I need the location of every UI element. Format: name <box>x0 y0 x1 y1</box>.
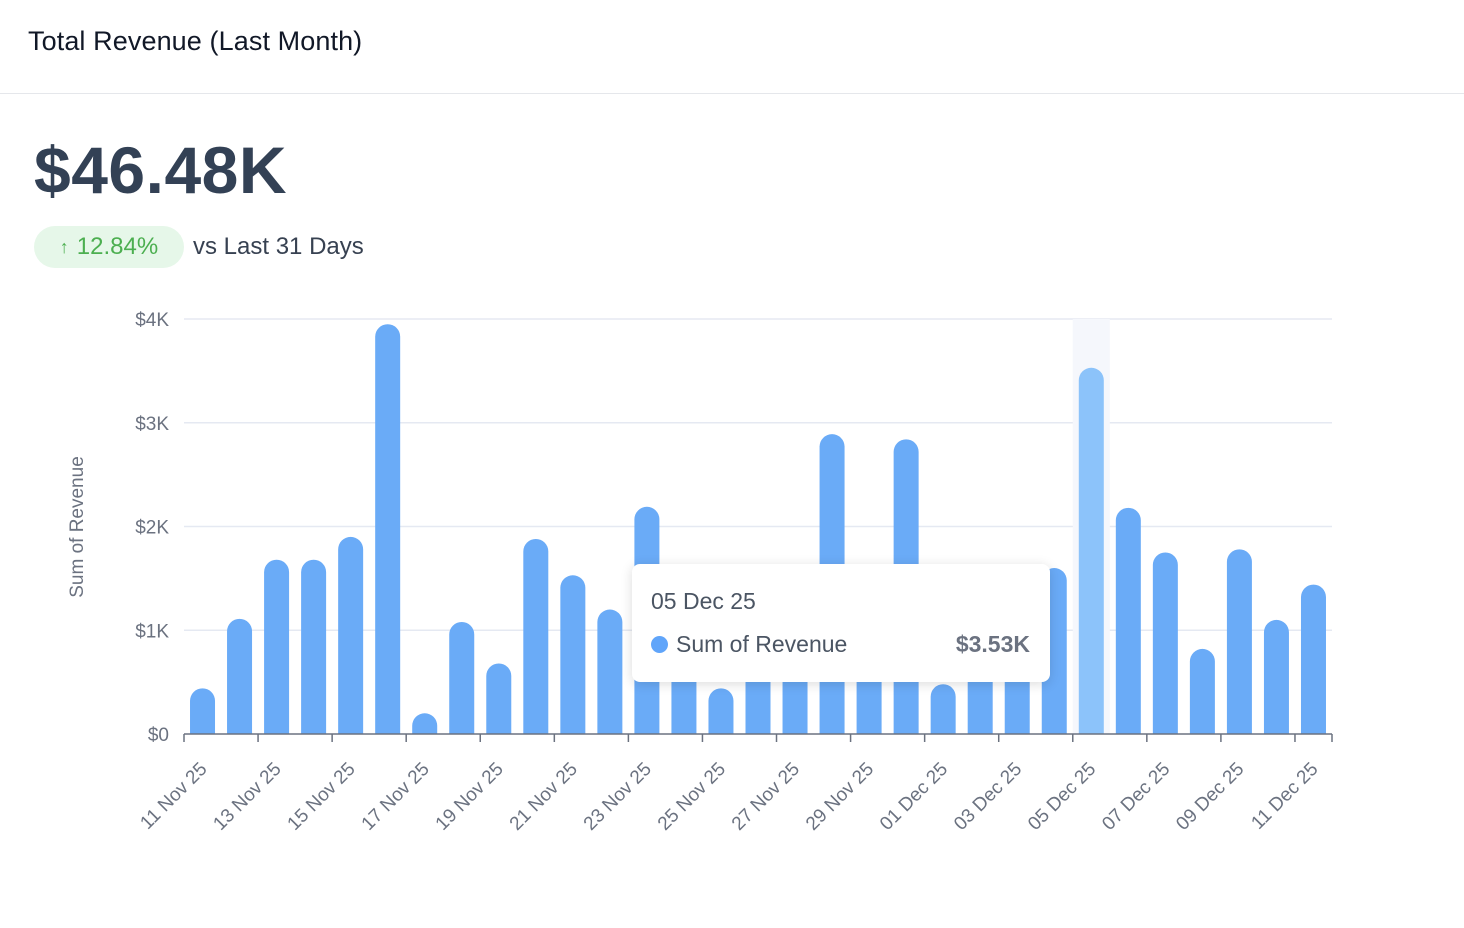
x-tick-label: 13 Nov 25 <box>209 759 285 835</box>
x-tick-label: 03 Dec 25 <box>950 759 1026 835</box>
bar-08-dec-25 <box>1189 648 1215 734</box>
y-tick-label: $1K <box>135 621 169 642</box>
x-tick-label: 11 Nov 25 <box>136 759 211 834</box>
tooltip-series-label: Sum of Revenue <box>676 631 848 657</box>
card-title: Total Revenue (Last Month) <box>28 26 363 56</box>
x-tick-label: 09 Dec 25 <box>1172 759 1248 835</box>
trend-percent: 12.84% <box>76 233 159 260</box>
chart-tooltip: 05 Dec 25 Sum of Revenue $3.53K <box>632 564 1050 682</box>
bar-14-nov-25 <box>301 559 327 734</box>
bar-17-nov-25 <box>412 713 438 734</box>
y-tick-label: $4K <box>135 310 169 331</box>
y-tick-label: $2K <box>135 518 169 539</box>
trend-badge: ↑ 12.84% <box>34 226 184 268</box>
series-dot-icon <box>651 636 668 653</box>
bar-09-dec-25 <box>1226 549 1252 734</box>
y-axis-title: Sum of Revenue <box>67 456 88 598</box>
x-tick-label: 15 Nov 25 <box>284 759 360 835</box>
x-axis <box>183 733 1333 742</box>
bar-12-nov-25 <box>227 618 253 734</box>
x-tick-label: 25 Nov 25 <box>654 759 730 835</box>
bar-20-nov-25 <box>523 538 549 734</box>
trend-caption: vs Last 31 Days <box>193 233 364 260</box>
bar-16-nov-25 <box>375 324 401 734</box>
tooltip-date: 05 Dec 25 <box>651 588 756 614</box>
x-tick-label: 21 Nov 25 <box>506 759 582 835</box>
arrow-up-icon: ↑ <box>59 236 69 257</box>
bar-21-nov-25 <box>560 575 586 734</box>
x-tick-label: 27 Nov 25 <box>728 759 804 835</box>
y-tick-label: $0 <box>148 725 169 746</box>
bar-06-dec-25 <box>1115 507 1141 734</box>
bar-07-dec-25 <box>1152 552 1178 734</box>
x-tick-label: 23 Nov 25 <box>580 759 656 835</box>
y-tick-label: $3K <box>135 414 169 435</box>
x-tick-label: 01 Dec 25 <box>876 759 952 835</box>
bar-19-nov-25 <box>486 663 512 734</box>
card-header: Total Revenue (Last Month) <box>0 0 1464 94</box>
x-tick-label: 05 Dec 25 <box>1024 759 1100 835</box>
x-tick-label: 29 Nov 25 <box>802 759 878 835</box>
bar-11-nov-25 <box>190 688 216 734</box>
tooltip-value: $3.53K <box>955 631 1030 657</box>
x-tick-label: 19 Nov 25 <box>432 759 508 835</box>
bar-18-nov-25 <box>449 621 475 734</box>
x-tick-label: 17 Nov 25 <box>358 759 434 835</box>
bar-15-nov-25 <box>338 536 364 734</box>
bar-22-nov-25 <box>597 609 623 734</box>
bar-01-dec-25 <box>930 684 956 734</box>
x-tick-label: 07 Dec 25 <box>1098 759 1174 835</box>
y-axis-ticks: $0 $1K $2K $3K $4K <box>135 310 169 746</box>
bar-13-nov-25 <box>264 559 290 734</box>
bar-11-dec-25 <box>1300 584 1326 734</box>
bar-05-dec-25 <box>1078 367 1104 734</box>
bar-10-dec-25 <box>1263 619 1289 734</box>
bar-25-nov-25 <box>708 688 734 734</box>
x-tick-label: 11 Dec 25 <box>1247 759 1322 834</box>
kpi-value: $46.48K <box>34 133 288 207</box>
